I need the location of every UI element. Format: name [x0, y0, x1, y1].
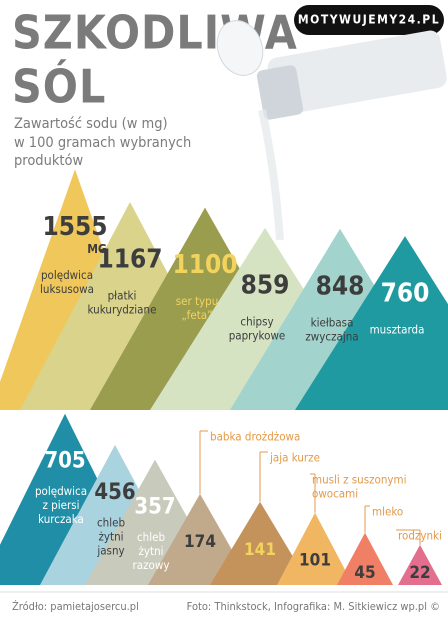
unit-label: MG	[87, 242, 107, 256]
salt-shaker	[216, 20, 447, 241]
category-label: polędwica	[41, 268, 93, 282]
brand-badge	[294, 5, 444, 35]
category-label: owocami	[312, 487, 358, 501]
category-label: chleb	[137, 530, 165, 544]
category-label: jasny	[96, 543, 124, 557]
value-label: 45	[354, 563, 375, 583]
category-label: z piersi	[42, 498, 79, 512]
value-label: 101	[299, 551, 331, 571]
category-label: mleko	[372, 505, 403, 519]
value-label: 456	[94, 480, 135, 505]
category-label: babka drożdżowa	[210, 430, 300, 444]
category-label: zwyczajna	[305, 329, 358, 343]
category-label: paprykowe	[229, 328, 286, 342]
value-label: 1100	[172, 250, 237, 280]
triangle	[295, 236, 448, 410]
category-label: polędwica	[35, 484, 87, 498]
triangle	[277, 512, 353, 585]
triangle	[398, 544, 442, 585]
title-line: SÓL	[12, 60, 106, 114]
category-label: kurczaka	[38, 512, 84, 526]
credits: Foto: Thinkstock, Infografika: M. Sitkie…	[187, 600, 440, 613]
category-label: musztarda	[370, 323, 425, 337]
category-label: jaja kurze	[269, 451, 320, 465]
category-label: razowy	[133, 558, 170, 572]
category-label: chipsy	[240, 314, 273, 328]
value-label: 1167	[97, 244, 162, 274]
value-label: 141	[244, 540, 276, 560]
category-label: płatki	[108, 288, 137, 302]
category-label: kiełbasa	[311, 315, 354, 329]
value-label: 22	[409, 563, 430, 583]
value-label: 859	[241, 270, 290, 300]
subtitle-line: Zawartość sodu (w mg)	[14, 116, 168, 132]
category-label: żytni	[98, 529, 123, 543]
category-label: musli z suszonymi	[312, 473, 407, 487]
triangle	[210, 501, 310, 585]
value-label: 357	[134, 495, 175, 520]
category-label: luksusowa	[40, 282, 94, 296]
value-label: 760	[381, 279, 430, 309]
subtitle-line: w 100 gramach wybranych	[14, 135, 191, 151]
value-label: 705	[44, 449, 85, 474]
category-label: ser typu	[176, 294, 219, 308]
subtitle-line: produktów	[14, 153, 84, 169]
category-label: chleb	[97, 515, 125, 529]
brand: MOTYWUJEMY24.PL	[298, 13, 440, 27]
value-label: 848	[316, 271, 365, 301]
category-label: „feta”	[182, 308, 213, 322]
category-label: kukurydziane	[88, 302, 157, 316]
value-label: 1555	[42, 212, 107, 242]
value-label: 174	[184, 532, 216, 552]
source: Źródło: pamietajosercu.pl	[12, 600, 139, 613]
category-label: żytni	[138, 544, 163, 558]
triangle	[337, 532, 393, 585]
